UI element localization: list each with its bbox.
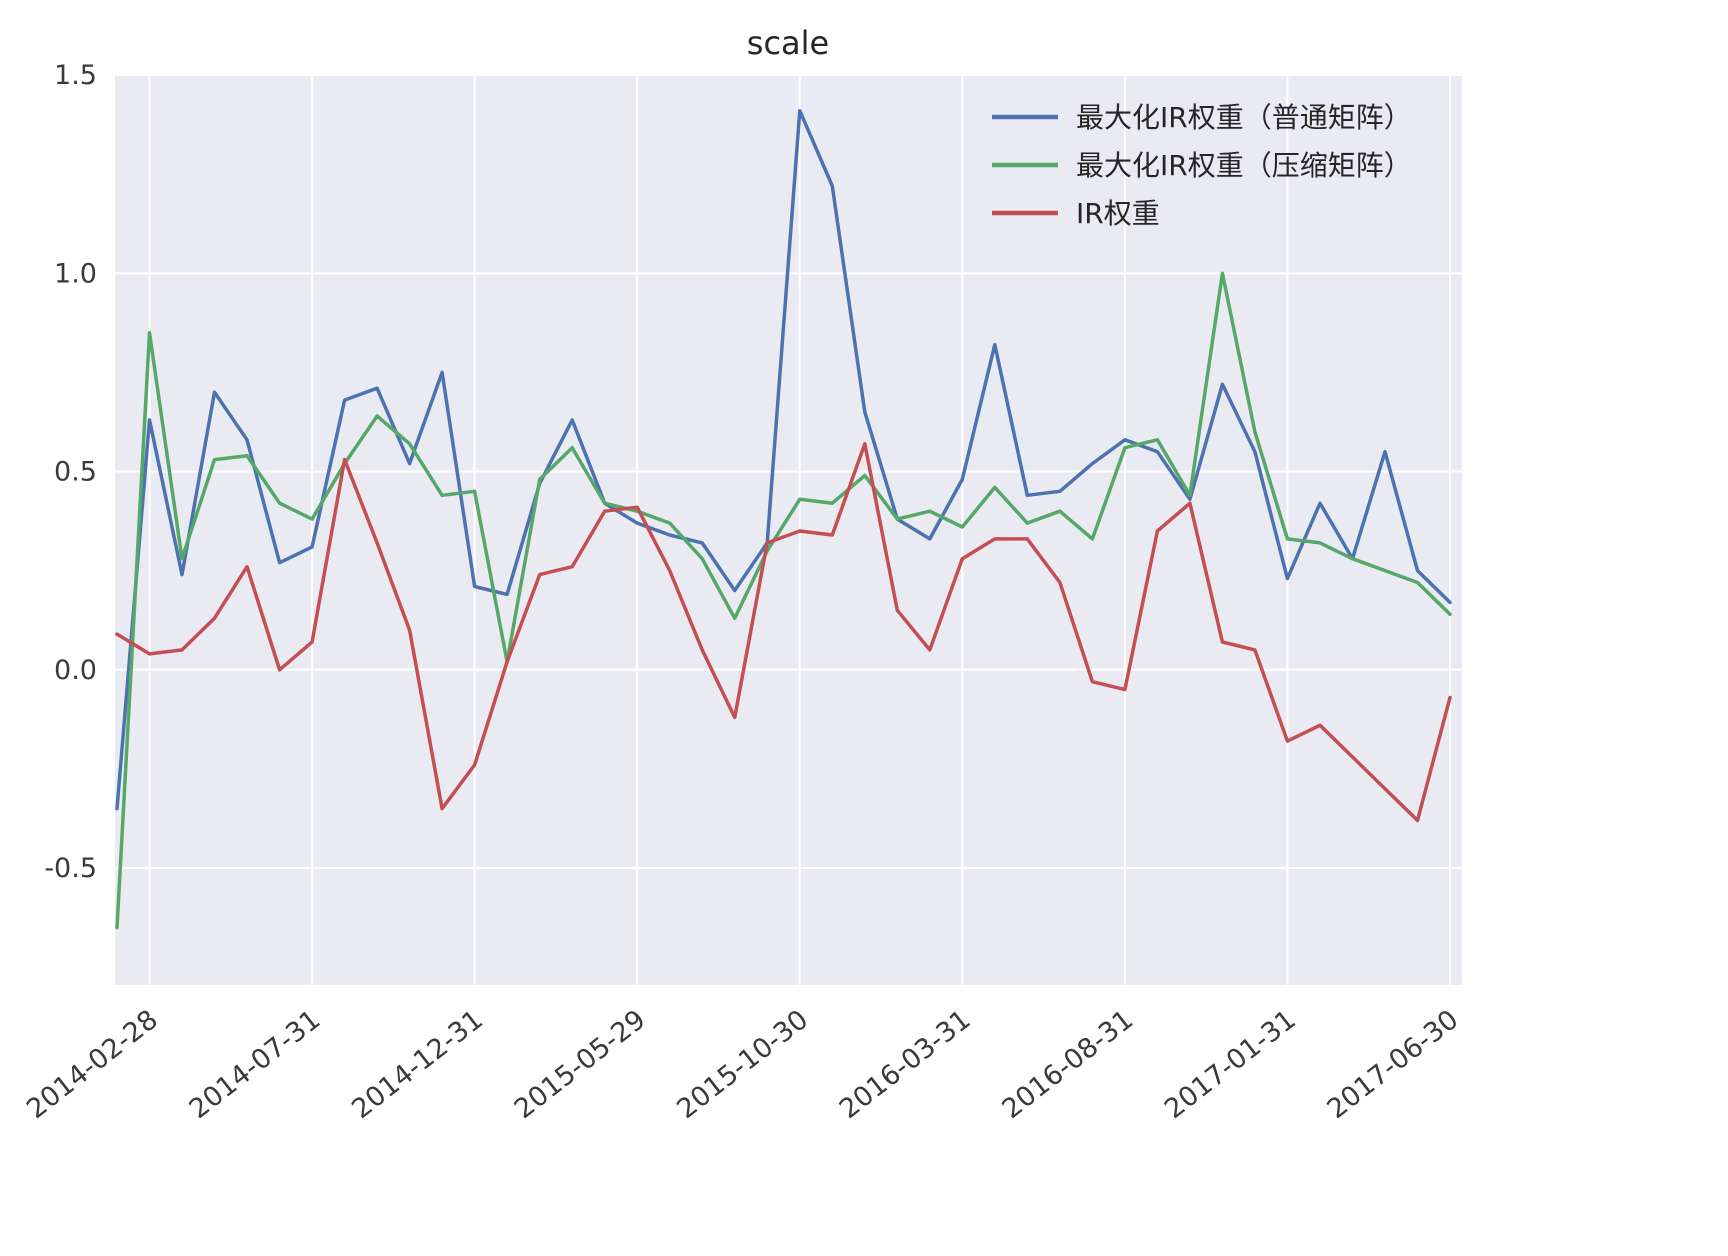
chart-legend: 最大化IR权重（普通矩阵） 最大化IR权重（压缩矩阵） IR权重 bbox=[992, 101, 1412, 230]
x-tick-label: 2016-03-31 bbox=[834, 1004, 977, 1125]
legend-entry-2: IR权重 bbox=[992, 197, 1160, 230]
legend-label: 最大化IR权重（压缩矩阵） bbox=[1076, 149, 1412, 182]
y-tick-label: 0.0 bbox=[54, 655, 97, 686]
x-tick-label: 2015-05-29 bbox=[509, 1004, 652, 1125]
x-tick-label: 2017-01-31 bbox=[1159, 1004, 1302, 1125]
series-line-0 bbox=[115, 108, 1452, 811]
y-tick-label: 1.5 bbox=[54, 60, 97, 91]
legend-entry-0: 最大化IR权重（普通矩阵） bbox=[992, 101, 1412, 134]
y-tick-label: -0.5 bbox=[44, 853, 97, 884]
x-tick-label: 2015-10-30 bbox=[671, 1004, 814, 1125]
x-tick-label: 2014-12-31 bbox=[346, 1004, 489, 1125]
x-tick-label: 2014-02-28 bbox=[21, 1004, 164, 1125]
legend-label: IR权重 bbox=[1076, 197, 1160, 230]
series-line-2 bbox=[115, 442, 1452, 823]
x-tick-label: 2014-07-31 bbox=[184, 1004, 327, 1125]
x-tick-label: 2017-06-30 bbox=[1322, 1004, 1465, 1125]
y-tick-label: 0.5 bbox=[54, 457, 97, 488]
chart-title: scale bbox=[747, 24, 829, 62]
y-tick-label: 1.0 bbox=[54, 258, 97, 289]
x-tick-label: 2016-08-31 bbox=[996, 1004, 1139, 1125]
legend-entry-1: 最大化IR权重（压缩矩阵） bbox=[992, 149, 1412, 182]
plot-area bbox=[115, 75, 1462, 985]
legend-label: 最大化IR权重（普通矩阵） bbox=[1076, 101, 1412, 134]
series-line-1 bbox=[115, 271, 1452, 930]
